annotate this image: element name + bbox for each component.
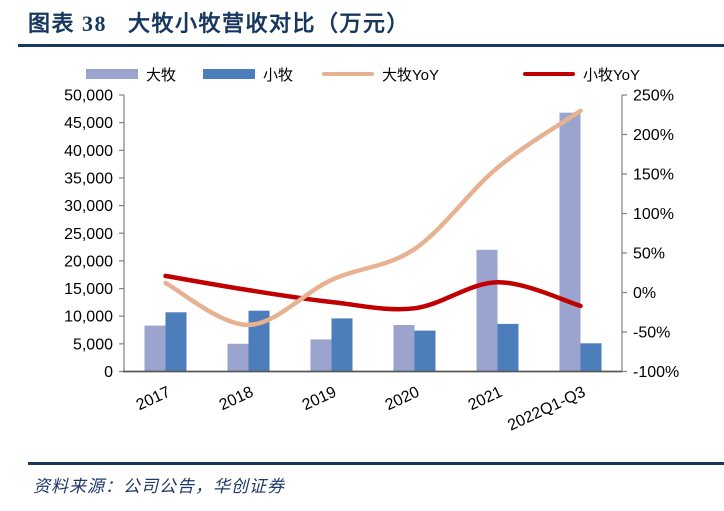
legend-item-xiaomu-yoy: 小牧YoY (523, 63, 640, 85)
xiaomu-swatch (203, 69, 255, 79)
left-axis-tick-label: 45,000 (64, 115, 113, 132)
legend-label: 大牧 (146, 66, 177, 84)
left-axis-tick-label: 5,000 (73, 336, 113, 353)
x-axis-label: 2020 (383, 384, 423, 414)
bar-damu-2018 (227, 343, 249, 372)
right-axis-tick-label: -50% (633, 325, 670, 342)
x-axis-label: 2022Q1-Q3 (505, 384, 588, 435)
left-axis-tick-label: 25,000 (64, 226, 113, 243)
bar-damu-2020 (393, 325, 415, 372)
xiaomu-yoy-swatch (523, 71, 575, 77)
left-axis-tick-label: 15,000 (64, 281, 113, 298)
right-axis-tick-label: 100% (633, 206, 674, 223)
left-axis-tick-label: 50,000 (64, 88, 113, 105)
right-axis-tick-label: 0% (633, 285, 656, 302)
footer-divider (28, 462, 724, 465)
left-axis-tick-label: 0 (104, 364, 113, 381)
x-axis-label: 2018 (217, 384, 257, 414)
yoy-line-xiaomu-yoy (163, 273, 583, 312)
right-axis-tick-label: 50% (633, 246, 665, 263)
bar-xiaomu-2021 (497, 323, 519, 372)
combo-chart: 0 5,000 10,000 15,000 20,000 25,000 30,000 35,0… (64, 88, 679, 435)
left-axis-tick-label: 10,000 (64, 309, 113, 326)
legend-item-xiaomu: 小牧 (203, 63, 293, 85)
bar-xiaomu-2022Q1-Q3 (580, 343, 602, 372)
bar-damu-2021 (476, 249, 498, 372)
right-axis-tick-label: -100% (633, 364, 679, 381)
bar-xiaomu-2019 (331, 318, 353, 372)
figure-title: 图表 38 大牧小牧营收对比（万元） (28, 11, 411, 36)
right-axis-tick-label: 200% (633, 127, 674, 144)
left-axis-tick-label: 35,000 (64, 170, 113, 187)
legend-label: 小牧 (263, 66, 294, 84)
legend-item-damu: 大牧 (86, 63, 176, 85)
x-axis-label: 2017 (134, 384, 174, 414)
damu-yoy-swatch (322, 71, 374, 77)
damu-swatch (86, 69, 138, 79)
bar-xiaomu-2017 (165, 312, 187, 372)
legend-label: 小牧YoY (583, 66, 640, 84)
right-axis-tick-label: 150% (633, 167, 674, 184)
left-axis-tick-label: 40,000 (64, 143, 113, 160)
right-axis-tick-label: 250% (633, 88, 674, 105)
bar-damu-2019 (310, 339, 332, 372)
legend-label: 大牧YoY (382, 66, 439, 84)
bar-xiaomu-2020 (414, 330, 436, 372)
yoy-line-damu-yoy (163, 108, 583, 328)
legend-item-damu-yoy: 大牧YoY (322, 63, 439, 85)
left-axis-tick-label: 30,000 (64, 198, 113, 215)
x-axis-label: 2021 (466, 384, 506, 414)
bar-damu-2022Q1-Q3 (559, 112, 581, 372)
source-note: 资料来源：公司公告，华创证券 (33, 477, 285, 496)
bar-damu-2017 (144, 325, 166, 372)
chart-legend: 大牧 小牧 大牧YoY 小牧YoY (0, 63, 724, 85)
left-axis-tick-label: 20,000 (64, 253, 113, 270)
x-axis-label: 2019 (300, 384, 340, 414)
title-divider (18, 44, 724, 47)
